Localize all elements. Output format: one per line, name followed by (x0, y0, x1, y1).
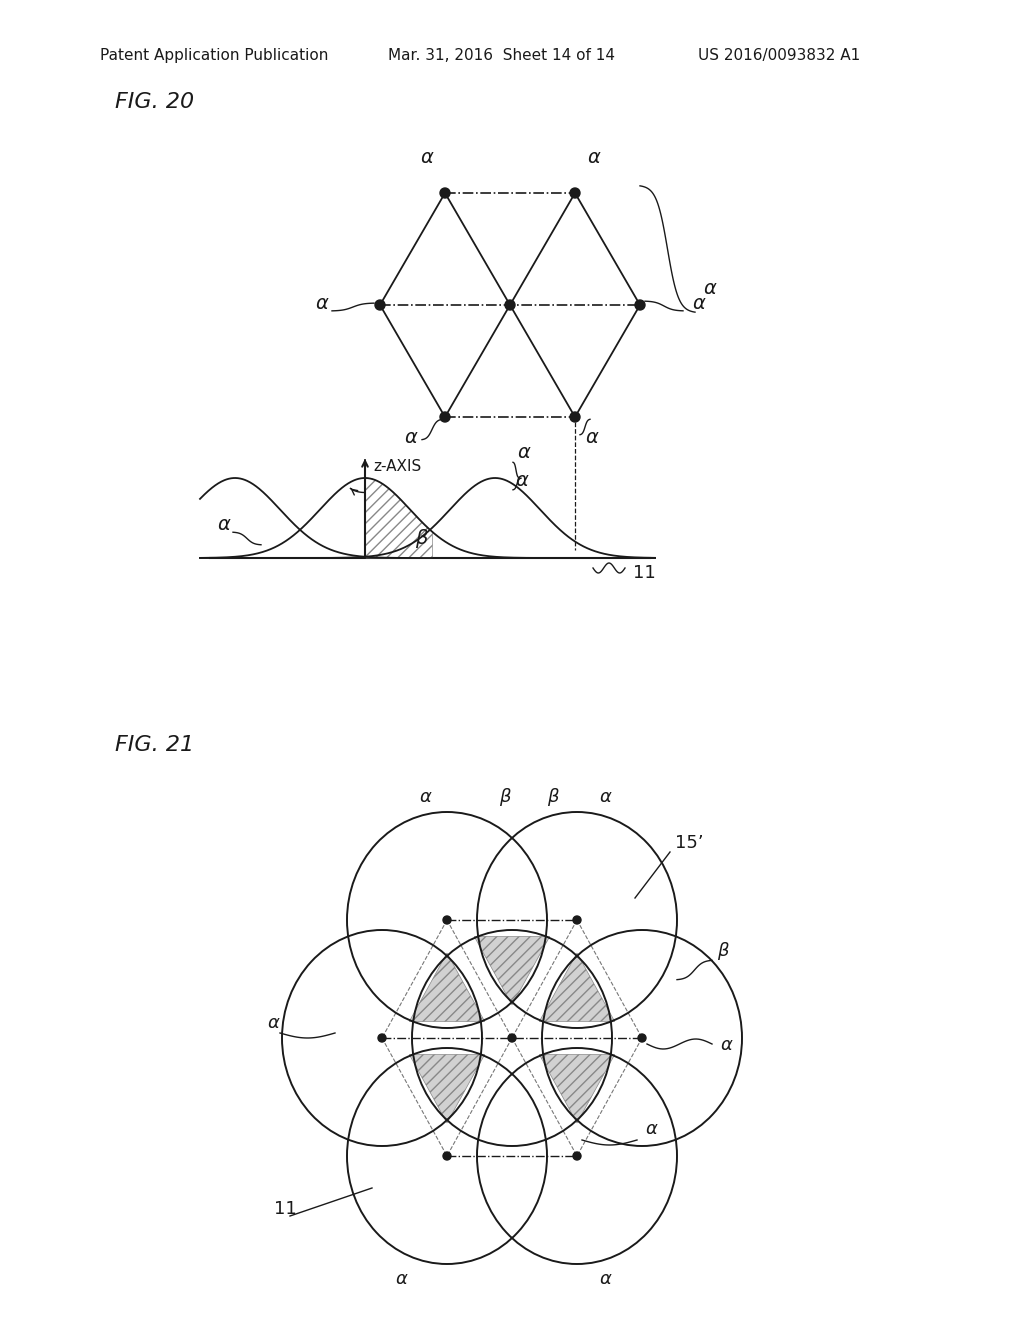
Text: β: β (717, 942, 728, 960)
Circle shape (443, 1152, 451, 1160)
Text: α: α (267, 1014, 279, 1032)
Text: α: α (404, 428, 417, 447)
Text: α: α (599, 788, 611, 807)
Text: α: α (517, 444, 529, 462)
Text: α: α (720, 1036, 732, 1053)
Text: 11: 11 (274, 1200, 297, 1218)
Circle shape (375, 300, 385, 310)
Circle shape (570, 187, 580, 198)
Polygon shape (365, 478, 432, 558)
Text: FIG. 21: FIG. 21 (115, 735, 195, 755)
Text: α: α (419, 788, 431, 807)
Text: α: α (395, 1270, 407, 1288)
Circle shape (635, 300, 645, 310)
Polygon shape (410, 1055, 484, 1123)
Text: β: β (415, 529, 427, 548)
Text: FIG. 20: FIG. 20 (115, 92, 195, 112)
Text: α: α (645, 1119, 656, 1138)
Circle shape (443, 916, 451, 924)
Polygon shape (410, 953, 484, 1022)
Circle shape (573, 1152, 581, 1160)
Circle shape (440, 412, 450, 422)
Text: 11: 11 (633, 564, 655, 582)
Text: Mar. 31, 2016  Sheet 14 of 14: Mar. 31, 2016 Sheet 14 of 14 (388, 48, 615, 63)
Text: α: α (515, 471, 528, 490)
Text: α: α (420, 148, 433, 168)
Polygon shape (540, 953, 614, 1022)
Text: α: α (585, 428, 598, 447)
Polygon shape (474, 936, 550, 1005)
Circle shape (378, 1034, 386, 1041)
Circle shape (570, 412, 580, 422)
Circle shape (638, 1034, 646, 1041)
Text: α: α (217, 515, 229, 535)
Text: α: α (692, 294, 705, 313)
Text: α: α (703, 279, 716, 298)
Polygon shape (540, 1055, 614, 1123)
Text: α: α (599, 1270, 611, 1288)
Circle shape (440, 187, 450, 198)
Text: α: α (587, 148, 600, 168)
Text: α: α (315, 294, 328, 313)
Text: β: β (499, 788, 511, 807)
Circle shape (573, 916, 581, 924)
Circle shape (505, 300, 515, 310)
Text: β: β (547, 788, 558, 807)
Text: US 2016/0093832 A1: US 2016/0093832 A1 (698, 48, 860, 63)
Circle shape (508, 1034, 516, 1041)
Text: Patent Application Publication: Patent Application Publication (100, 48, 329, 63)
Text: 15’: 15’ (675, 834, 703, 851)
Text: z-AXIS: z-AXIS (373, 459, 421, 474)
